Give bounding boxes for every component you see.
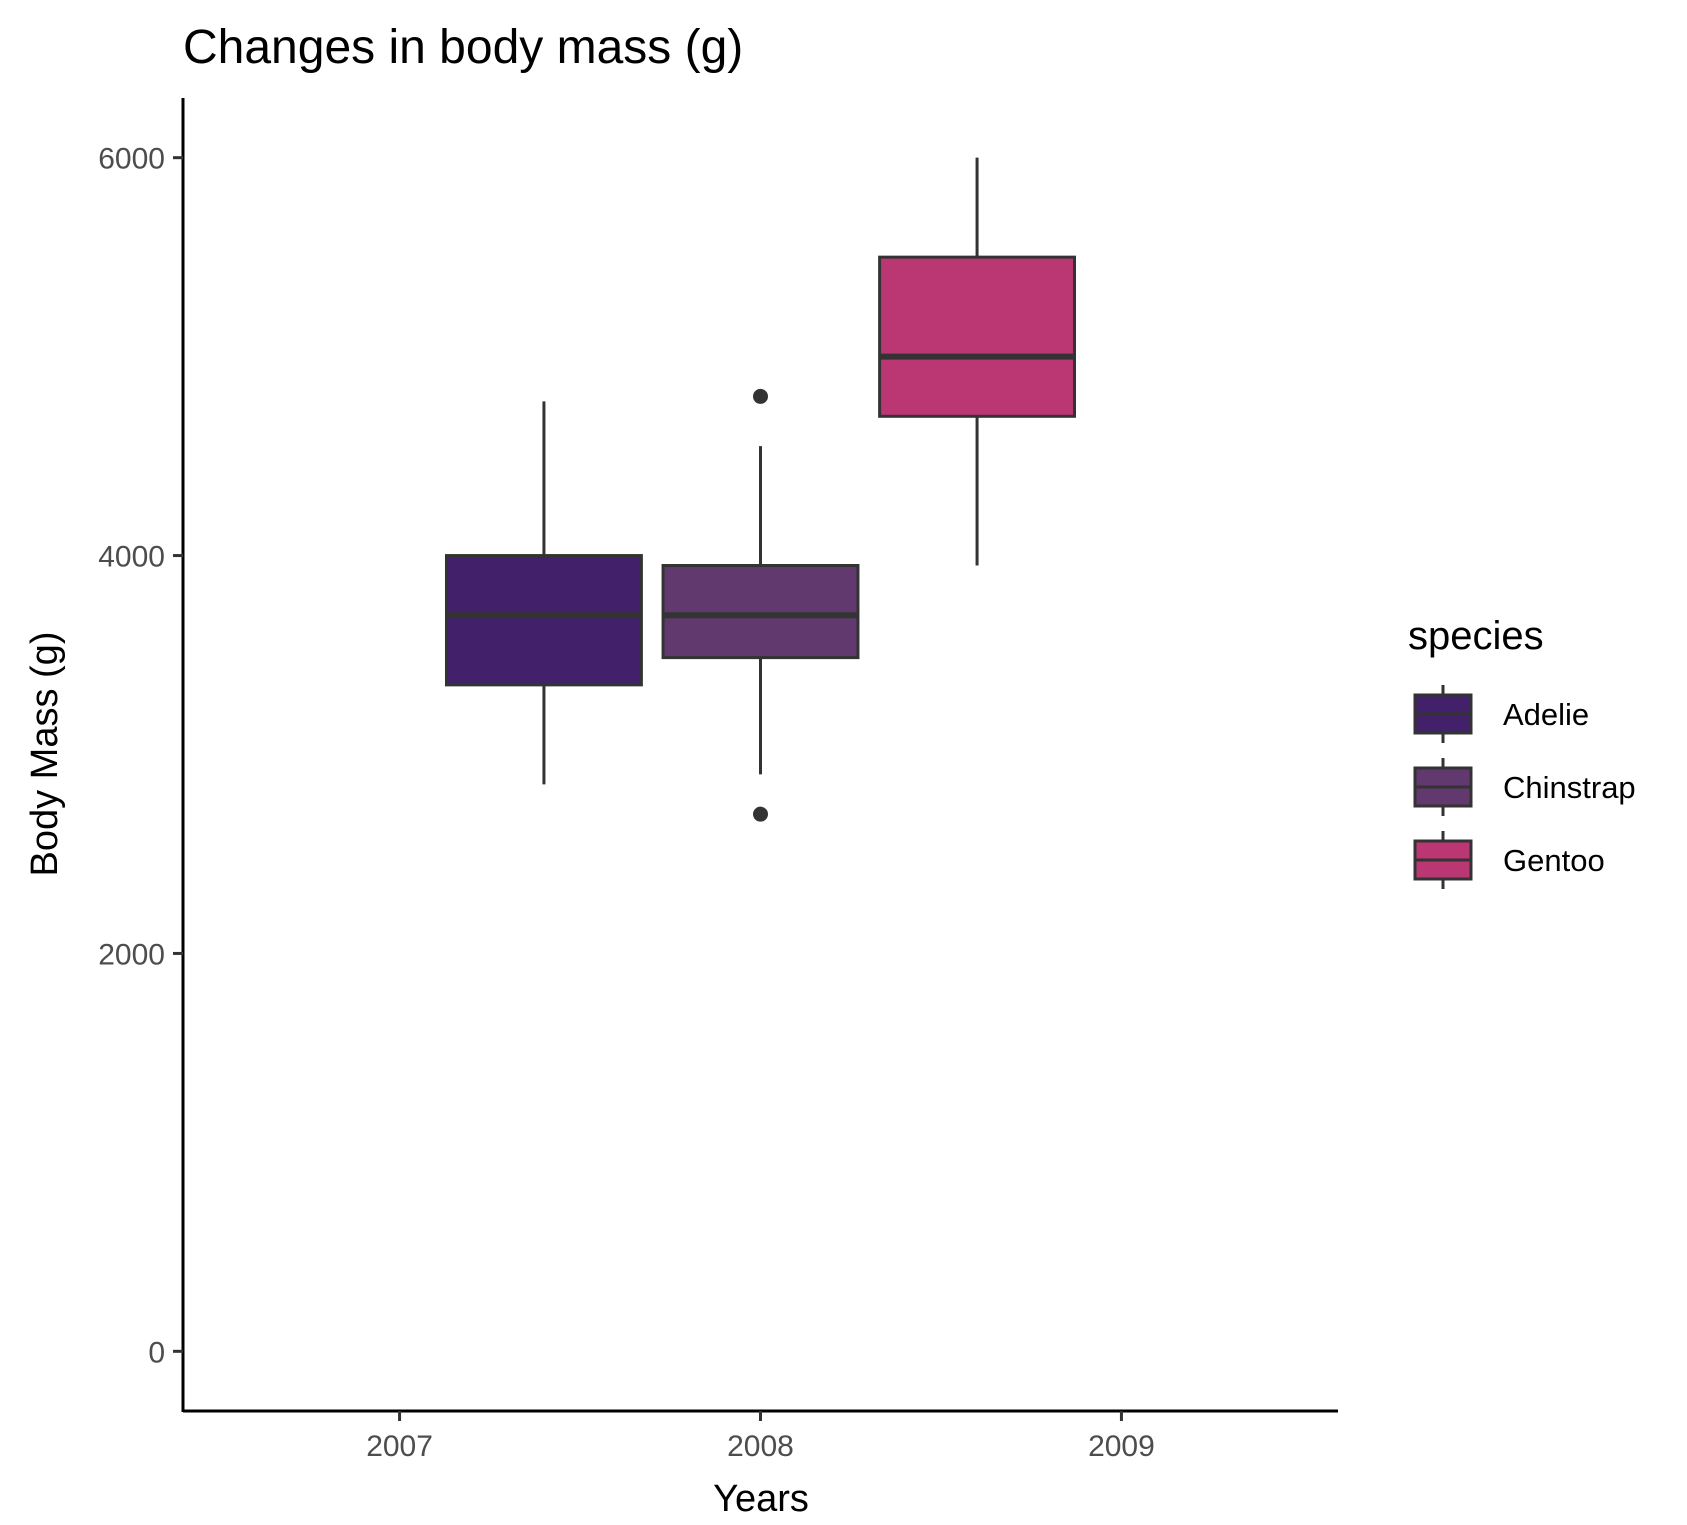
y-tick-label: 6000 [98, 143, 165, 176]
y-tick-label: 4000 [98, 541, 165, 574]
plot-area [444, 157, 1077, 822]
x-tick-label: 2008 [727, 1430, 794, 1463]
x-tick-label: 2009 [1088, 1430, 1155, 1463]
x-tick-label: 2007 [366, 1430, 433, 1463]
x-axis-ticks: 2007 2008 2009 [366, 1411, 1155, 1463]
y-tick-label: 2000 [98, 938, 165, 971]
y-axis-ticks: 0 2000 4000 6000 [98, 143, 183, 1369]
legend-title: species [1408, 614, 1544, 658]
box-chinstrap [661, 388, 860, 822]
legend-label: Gentoo [1503, 843, 1605, 878]
chart-title: Changes in body mass (g) [183, 21, 743, 74]
legend: species Adelie Chinstrap Gentoo [1408, 614, 1636, 889]
box-gentoo [878, 157, 1077, 566]
legend-item-adelie: Adelie [1413, 685, 1589, 743]
box-body [661, 564, 860, 660]
x-axis-title: Years [713, 1478, 809, 1520]
legend-label: Adelie [1503, 697, 1589, 732]
legend-item-chinstrap: Chinstrap [1413, 758, 1636, 816]
box-body [444, 554, 643, 687]
legend-label: Chinstrap [1503, 770, 1636, 805]
box-body [878, 255, 1077, 418]
y-tick-label: 0 [148, 1336, 165, 1369]
box-adelie [444, 401, 643, 785]
y-axis-title: Body Mass (g) [24, 632, 66, 877]
outlier-point [753, 806, 768, 822]
outlier-point [753, 388, 768, 404]
legend-item-gentoo: Gentoo [1413, 831, 1605, 889]
